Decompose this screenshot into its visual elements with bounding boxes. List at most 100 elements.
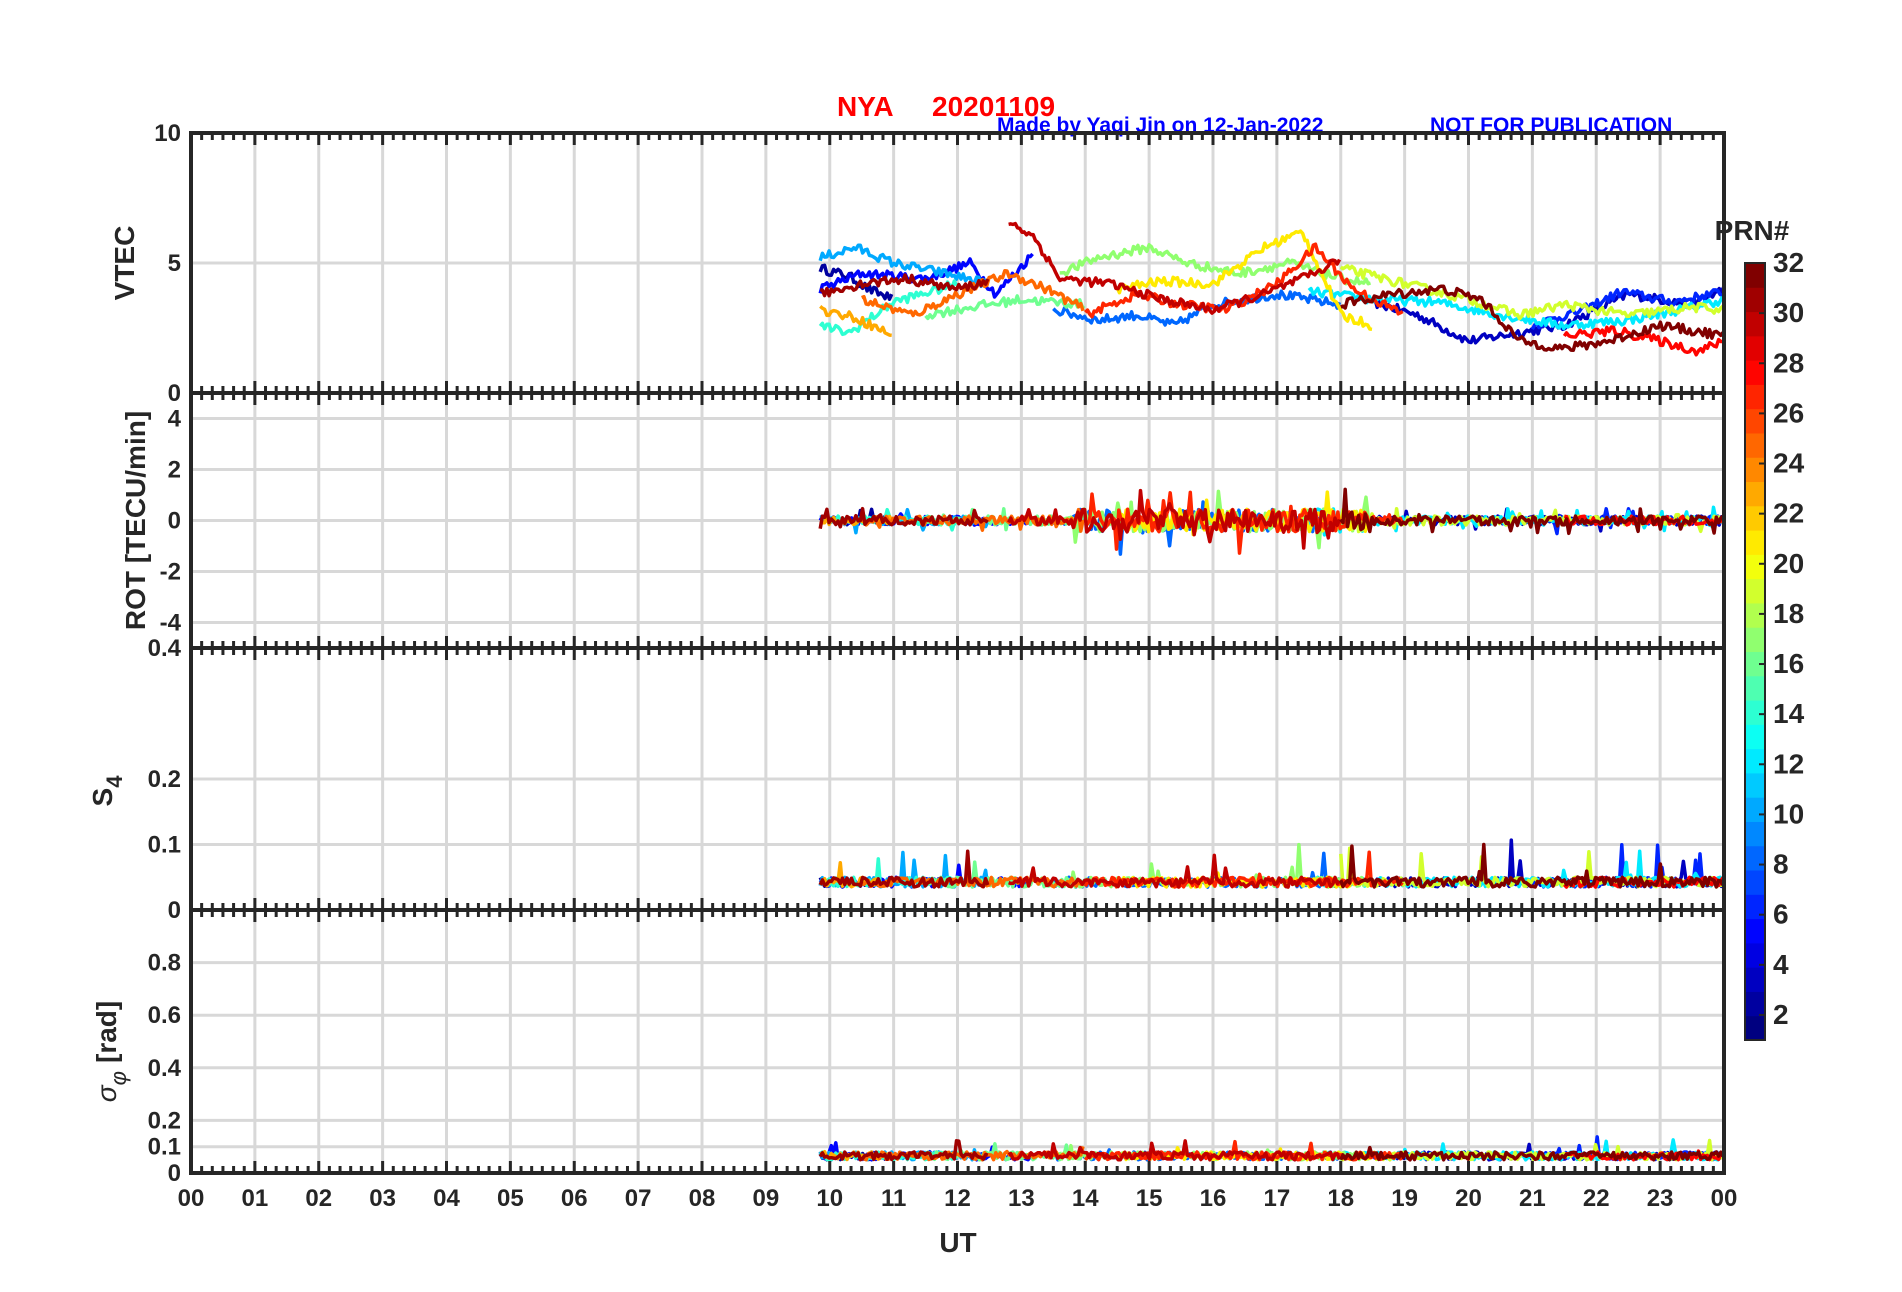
x-tick-label: 21	[1519, 1185, 1546, 1212]
x-axis-label: UT	[939, 1227, 976, 1258]
series-group-vtec	[818, 221, 1724, 357]
colorbar-segment	[1745, 772, 1765, 798]
x-tick-label: 22	[1583, 1185, 1610, 1212]
colorbar-segment	[1745, 263, 1765, 288]
colorbar-segment	[1745, 578, 1765, 604]
colorbar-tick-label: 8	[1773, 849, 1789, 880]
y-tick-label: 4	[168, 406, 182, 433]
colorbar-segment	[1745, 821, 1765, 847]
colorbar-segment	[1745, 748, 1765, 774]
colorbar-segment	[1745, 870, 1765, 895]
panel-sigma: 00.10.2 0.4 0.6 0.8 σφ [rad]	[91, 908, 1726, 1187]
colorbar-segment	[1745, 554, 1765, 580]
x-tick-label: 11	[881, 1185, 906, 1212]
x-tick-label: 04	[433, 1185, 460, 1212]
colorbar-segment	[1745, 918, 1765, 944]
colorbar-segment	[1745, 675, 1765, 701]
x-tick-label: 08	[689, 1185, 716, 1212]
y-tick-label: 5	[168, 250, 181, 277]
colorbar-segment	[1745, 457, 1765, 483]
colorbar-tick-label: 16	[1773, 648, 1804, 679]
x-tick-label: 00	[1711, 1185, 1738, 1212]
colorbar-tick-label: 30	[1773, 297, 1804, 328]
y-tick-label: 0.8	[148, 950, 181, 977]
series-prn-30	[1008, 221, 1342, 315]
colorbar-tick-label: 4	[1773, 949, 1789, 980]
colorbar-segment	[1745, 311, 1765, 337]
colorbar-segment	[1745, 724, 1765, 750]
series-prn-8	[1052, 289, 1342, 327]
x-axis: 00 01 02 03 04 05 06 07 08 09 10 11 12 13 14 15 16 17 18 19…	[178, 1185, 1738, 1212]
panel-rot: -4 -2 0 2 4 ROT [TECU/min]	[120, 391, 1726, 650]
y-tick-label: -2	[160, 559, 181, 586]
series-prn-28	[1562, 325, 1723, 357]
colorbar-segment	[1745, 700, 1765, 725]
series-prn-23	[819, 305, 892, 338]
series-prn-5	[818, 252, 1034, 299]
series-prn-6	[1530, 287, 1723, 331]
x-tick-label: 02	[305, 1185, 332, 1212]
series-prn-31	[819, 273, 990, 298]
y-tick-label: 0.4	[148, 635, 182, 662]
x-tick-label: 09	[753, 1185, 780, 1212]
y-axis-label-vtec: VTEC	[109, 226, 140, 301]
x-tick-label: 07	[625, 1185, 652, 1212]
x-tick-label: 15	[1136, 1185, 1163, 1212]
series-prn-2	[818, 263, 894, 301]
colorbar-segment	[1745, 991, 1765, 1017]
series-prn-16	[924, 294, 1086, 321]
series-group-rot	[818, 487, 1724, 556]
y-tick-label: 0	[168, 508, 181, 535]
y-axis-label-s4: S4	[87, 775, 127, 807]
x-tick-label: 19	[1391, 1185, 1418, 1212]
x-tick-label: 01	[242, 1185, 269, 1212]
series-group-s4	[818, 838, 1724, 889]
series-group-sigma	[818, 1135, 1724, 1162]
colorbar-frame	[1744, 262, 1766, 1041]
colorbar-segment	[1745, 797, 1765, 822]
series-prn-21	[1115, 229, 1373, 332]
station-label: NYA	[837, 91, 894, 122]
colorbar-segment	[1745, 627, 1765, 652]
x-tick-label: 17	[1264, 1185, 1291, 1212]
series-prn-30	[1007, 488, 1342, 550]
colorbar-segment	[1745, 505, 1765, 531]
colorbar-tick-label: 18	[1773, 598, 1804, 629]
colorbar-segment	[1745, 360, 1765, 385]
colorbar-segment	[1745, 942, 1765, 968]
x-tick-label: 13	[1008, 1185, 1035, 1212]
y-axis-label-main: S	[87, 788, 118, 807]
y-tick-label: 0.2	[148, 766, 181, 793]
y-axis-label-symbol: σ	[91, 1084, 122, 1102]
x-tick-label: 14	[1072, 1185, 1099, 1212]
colorbar-segment	[1745, 602, 1765, 628]
colorbar-tick-label: 14	[1773, 698, 1805, 729]
x-tick-label: 03	[369, 1185, 396, 1212]
y-tick-label: -4	[160, 610, 182, 637]
x-tick-label: 10	[816, 1185, 843, 1212]
series-prn-32	[1339, 487, 1724, 536]
date-label: 20201109	[932, 91, 1055, 122]
y-tick-label: 0.4	[148, 1055, 182, 1082]
colorbar-segment	[1745, 481, 1765, 507]
series-prn-19	[1339, 264, 1724, 321]
y-tick-label: 0.2	[148, 1107, 181, 1134]
colorbar-tick-label: 28	[1773, 347, 1804, 378]
y-tick-label: 0	[168, 897, 181, 924]
x-tick-label: 12	[944, 1185, 971, 1212]
series-prn-30	[1008, 853, 1341, 889]
series-prn-30	[1007, 1139, 1342, 1162]
x-tick-label: 05	[497, 1185, 524, 1212]
series-prn-31	[818, 1139, 989, 1162]
series-prn-32	[1339, 842, 1724, 889]
y-tick-label: 0	[168, 1160, 181, 1187]
y-tick-label: 0.1	[148, 832, 181, 859]
series-prn-31	[818, 506, 989, 530]
series-prn-32	[1340, 284, 1724, 353]
colorbar-segment	[1745, 530, 1765, 555]
colorbar-tick-label: 12	[1773, 748, 1804, 779]
colorbar-segment	[1745, 384, 1765, 410]
